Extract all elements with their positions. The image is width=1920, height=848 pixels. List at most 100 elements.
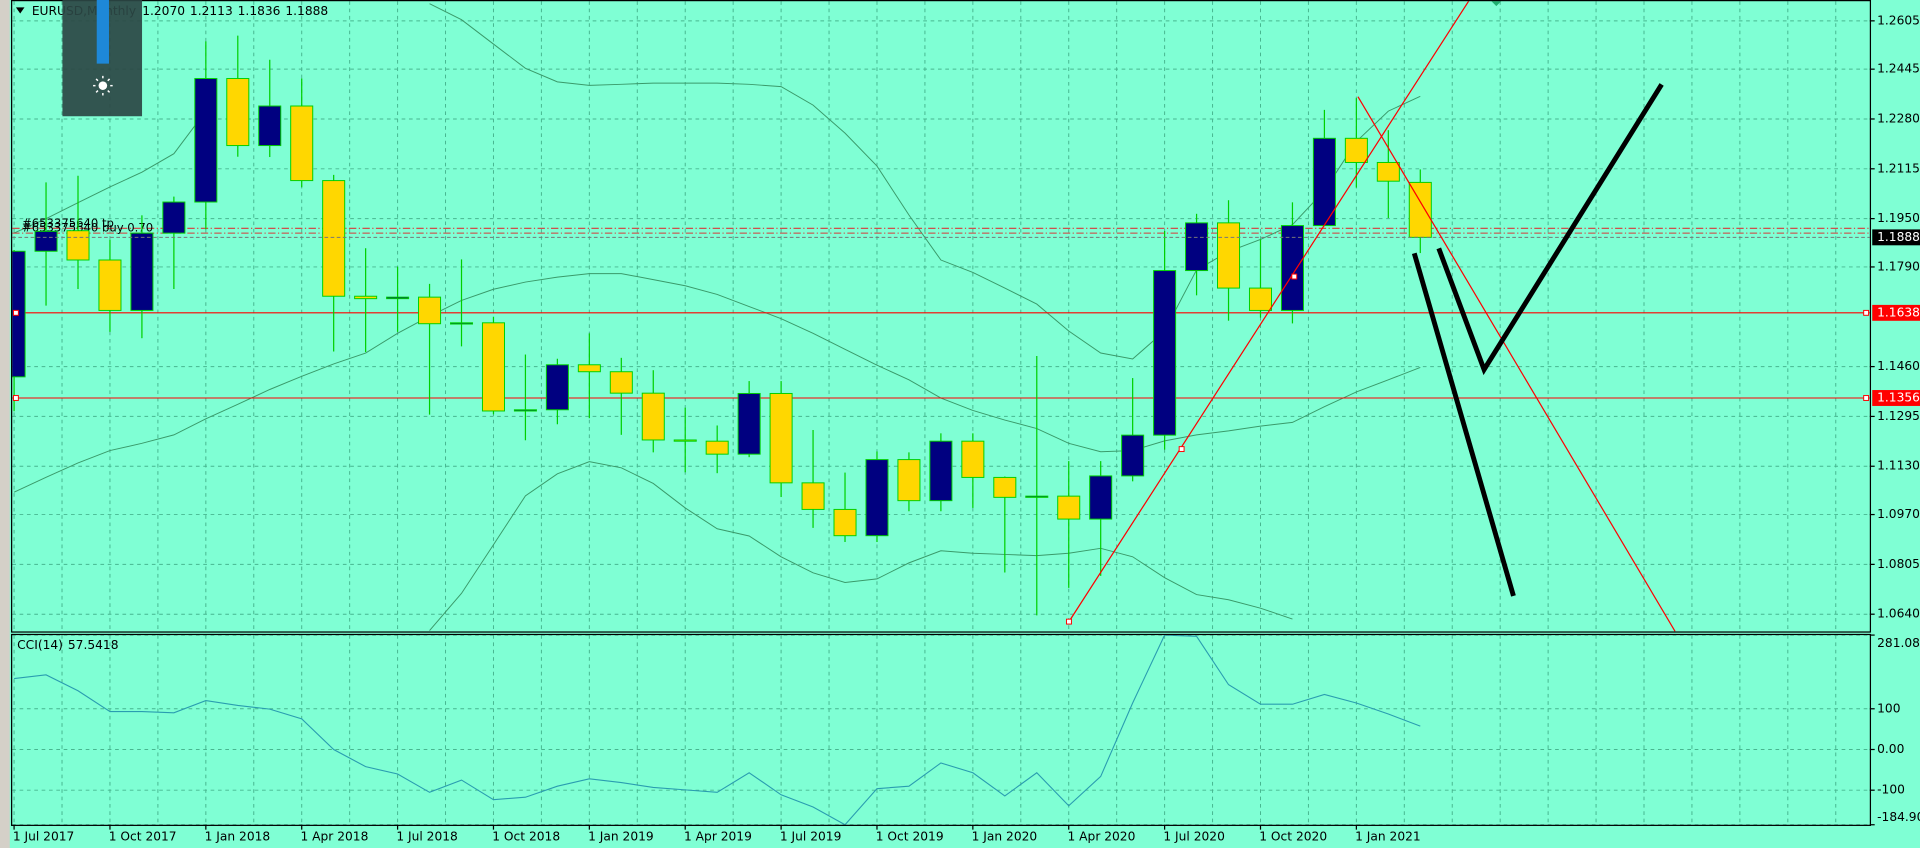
x-tick-label: 1 Oct 2018 (492, 829, 560, 843)
anchor (1291, 273, 1298, 280)
x-tick-label: 1 Apr 2019 (684, 829, 752, 843)
candle-body (1376, 161, 1400, 182)
freehand-line (1436, 83, 1664, 376)
candle-body (705, 440, 729, 455)
y-tick-label: 1.0970 (1877, 507, 1920, 521)
y-tick-label: 0.00 (1877, 742, 1904, 756)
x-tick-label: 1 Oct 2017 (109, 829, 177, 843)
candle-body (513, 409, 537, 412)
candle-body (833, 508, 857, 537)
widget-bar (96, 0, 109, 64)
grid-layer (12, 1, 1870, 826)
trend-line (1357, 96, 1676, 632)
y-tick-label: -100 (1877, 783, 1905, 797)
cci-layer (14, 635, 1421, 825)
level-label: 1.1638 (1877, 305, 1920, 319)
marker (1491, 1, 1502, 7)
candle-body (258, 105, 282, 147)
candle-body (673, 439, 697, 442)
candle-body (34, 230, 58, 252)
last-price-label: 1.1888 (1877, 230, 1920, 244)
candle-body (130, 232, 154, 311)
freehand-line (1411, 252, 1516, 597)
candle-body (98, 259, 122, 311)
candle-body (1089, 475, 1113, 520)
candle-body (737, 392, 761, 455)
candle-body (322, 180, 346, 297)
anchor (1178, 446, 1185, 453)
candle-body (354, 295, 378, 300)
candle-body (897, 459, 921, 502)
x-tick-label: 1 Jul 2019 (780, 829, 841, 843)
level-anchor (1863, 309, 1870, 316)
candle-body (1025, 495, 1049, 498)
candle-body (929, 440, 953, 502)
x-tick-label: 1 Jan 2021 (1355, 829, 1421, 843)
candle-body (609, 371, 633, 394)
level-label-box (1872, 390, 1920, 406)
price-layer: #653375640 tp#653375640 buy 0.70 (12, 3, 1870, 631)
y-tick-label: 281.083 (1877, 636, 1920, 650)
y-tick-label: 1.1790 (1877, 259, 1920, 273)
x-tick-label: 1 Jan 2020 (972, 829, 1038, 843)
drawings (1066, 1, 1676, 632)
y-tick-label: 1.0805 (1877, 557, 1920, 571)
overlay-widget (62, 0, 143, 117)
candle-body (865, 459, 889, 537)
candle-body (386, 296, 410, 300)
x-tick-label: 1 Apr 2020 (1068, 829, 1136, 843)
candle-body (769, 392, 793, 484)
anchor (1066, 618, 1072, 625)
x-tick-label: 1 Apr 2018 (300, 829, 368, 843)
x-tick-label: 1 Jul 2020 (1163, 829, 1224, 843)
x-tick-label: 1 Jul 2017 (13, 829, 74, 843)
ohlc-high: 1.2113 (190, 4, 233, 18)
candle-body (545, 364, 569, 411)
candle-body (1185, 222, 1209, 272)
candle-body (481, 322, 505, 412)
trend-line (1068, 1, 1470, 622)
level-label: 1.1356 (1877, 390, 1920, 404)
sun-rays (93, 75, 113, 96)
y-tick-label: 1.2605 (1877, 13, 1920, 27)
y-tick-label: 1.2115 (1877, 161, 1920, 175)
ohlc-low: 1.1836 (238, 4, 281, 18)
cci-value: 57.5418 (68, 637, 119, 651)
main-frame (11, 0, 1872, 633)
candle-body (290, 105, 314, 182)
ohlc-open: 1.2070 (142, 4, 185, 18)
last-price-box (1872, 229, 1920, 246)
candle-body (226, 78, 250, 147)
bollinger-band (13, 273, 1421, 493)
candle-body (66, 230, 90, 261)
y-tick-label: 1.2280 (1877, 111, 1920, 125)
candle-body (1121, 434, 1145, 477)
candle-body (1344, 137, 1368, 163)
candle-body (1057, 495, 1081, 520)
cci-header: CCI(14) 57.5418 (17, 637, 118, 651)
candle-body (801, 482, 825, 510)
candle-body (194, 78, 218, 203)
candle-body (1153, 270, 1177, 436)
y-tick-label: 1.1460 (1877, 359, 1920, 373)
x-tick-label: 1 Oct 2019 (876, 829, 944, 843)
y-tick-label: 1.1130 (1877, 459, 1920, 473)
candle-body (162, 201, 186, 234)
candle-body (1217, 222, 1241, 289)
candle-body (1280, 225, 1304, 311)
x-tick-label: 1 Oct 2020 (1259, 829, 1327, 843)
y-tick-label: 100 (1877, 701, 1900, 715)
cci-line (14, 635, 1421, 825)
level-anchor (12, 309, 19, 316)
level-anchor (1863, 395, 1870, 401)
x-tick-label: 1 Jan 2018 (205, 829, 271, 843)
candle-body (641, 392, 665, 441)
y-tick-label: 1.1295 (1877, 409, 1920, 423)
sun-icon[interactable] (98, 81, 108, 90)
y-tick-label: 1.0640 (1877, 607, 1920, 621)
cci-title: CCI(14) (17, 637, 63, 651)
bollinger-band (429, 461, 1293, 631)
